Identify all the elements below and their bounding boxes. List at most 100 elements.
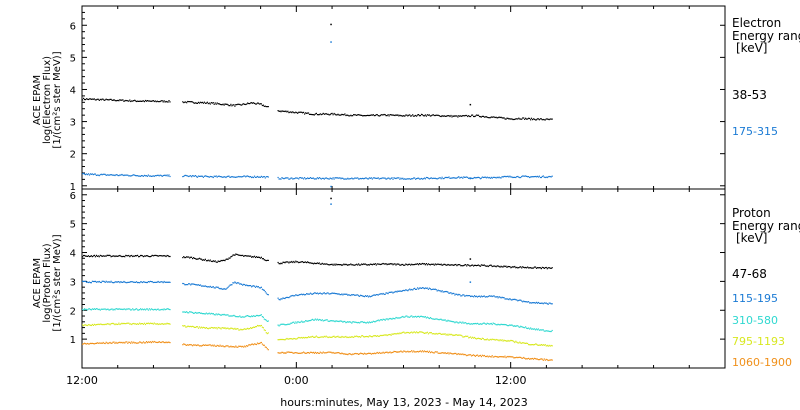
proton-point (264, 319, 266, 321)
proton-point (369, 322, 371, 324)
electron-point (219, 103, 221, 105)
proton-point (149, 309, 151, 311)
proton-point (395, 351, 397, 353)
proton-point (414, 287, 416, 289)
electron-point (432, 114, 434, 116)
proton-point (219, 288, 221, 290)
electron-point (456, 115, 458, 117)
proton-point (402, 315, 404, 318)
proton-y-tick-label: 6 (70, 191, 76, 202)
proton-point (366, 353, 369, 355)
proton-point (378, 293, 380, 295)
electron-point (118, 100, 120, 102)
proton-point (92, 280, 94, 283)
proton-point (437, 263, 439, 265)
electron-point (218, 175, 220, 177)
electron-point (231, 105, 233, 107)
proton-point (352, 294, 354, 296)
proton-point (189, 326, 191, 328)
proton-point (530, 358, 533, 360)
proton-point (510, 324, 512, 326)
electron-point (188, 175, 190, 178)
proton-point (109, 309, 111, 311)
proton-point (455, 334, 457, 336)
proton-point (124, 281, 126, 283)
electron-point (123, 100, 125, 102)
proton-point (215, 286, 217, 288)
electron-point (413, 177, 415, 179)
proton-point (372, 263, 374, 265)
proton-point (248, 315, 250, 317)
proton-point (121, 322, 123, 324)
proton-point (442, 319, 444, 321)
proton-point (255, 256, 258, 258)
proton-point (332, 292, 334, 294)
proton-point (431, 351, 433, 353)
proton-point (212, 313, 214, 315)
proton-point (114, 342, 116, 344)
electron-point (145, 100, 148, 102)
proton-point (517, 357, 519, 359)
electron-point (209, 175, 211, 178)
proton-point (316, 318, 318, 320)
electron-point (363, 115, 365, 117)
proton-point (299, 294, 301, 296)
proton-point (494, 355, 496, 357)
proton-point (470, 265, 472, 267)
proton-point (127, 322, 129, 324)
proton-point (408, 351, 410, 353)
proton-point (470, 295, 472, 298)
electron-point (96, 98, 98, 100)
proton-point (432, 288, 434, 290)
proton-point (423, 263, 426, 265)
proton-legend-item-795-1193: 795-1193 (732, 335, 785, 348)
proton-point (330, 351, 332, 353)
electron-point (398, 115, 400, 117)
electron-point (326, 113, 328, 115)
proton-point (293, 352, 295, 354)
proton-point (444, 333, 446, 335)
proton-point (242, 316, 244, 318)
electron-point (97, 174, 99, 176)
electron-point (318, 114, 320, 116)
electron-y-tick-label: 4 (70, 85, 76, 96)
proton-legend-item-1060-1900: 1060-1900 (732, 356, 792, 369)
electron-point (407, 115, 409, 117)
proton-point (279, 324, 281, 326)
electron-point (518, 117, 520, 119)
proton-point (134, 281, 136, 283)
electron-point (520, 176, 522, 179)
proton-point (200, 345, 203, 347)
proton-point (495, 296, 497, 298)
proton-point (153, 254, 155, 257)
proton-point (209, 285, 211, 287)
proton-point (477, 295, 480, 297)
proton-point (224, 288, 226, 290)
proton-point (236, 316, 238, 318)
proton-point (429, 288, 431, 290)
proton-point (146, 342, 148, 344)
proton-point (215, 345, 217, 347)
proton-point (190, 311, 192, 313)
electron-point (392, 114, 394, 116)
proton-point (351, 354, 353, 356)
proton-point (481, 264, 483, 266)
electron-point (301, 177, 303, 179)
proton-point (150, 281, 152, 283)
proton-point (251, 285, 254, 287)
proton-point (525, 342, 527, 344)
proton-point (363, 321, 366, 323)
proton-point (354, 335, 356, 337)
proton-point (255, 343, 258, 346)
proton-point (283, 323, 285, 325)
electron-point (297, 112, 299, 114)
proton-point (127, 308, 129, 310)
proton-point (549, 330, 551, 333)
electron-point (196, 176, 199, 178)
proton-point (446, 333, 448, 335)
proton-point (95, 308, 97, 310)
proton-point (188, 312, 190, 314)
proton-point (349, 336, 351, 338)
proton-point (228, 328, 230, 330)
proton-point (363, 295, 365, 297)
